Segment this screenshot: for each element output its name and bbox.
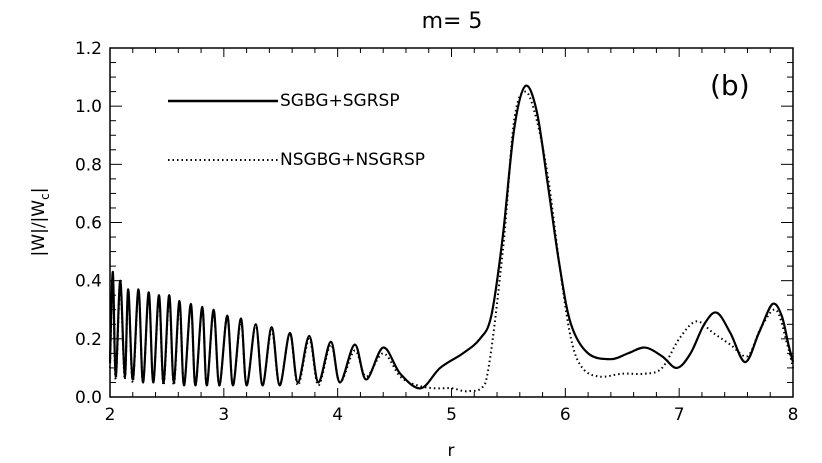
x-tick-label: 4 (332, 405, 343, 425)
y-tick-label: 1.2 (75, 39, 102, 59)
chart-title: m= 5 (422, 9, 483, 34)
x-tick-label: 5 (446, 405, 457, 425)
y-axis-label-main: |W|/|W (29, 200, 49, 257)
series-layer (108, 84, 795, 393)
legend-label-sgbg-sgrsp: SGBG+SGRSP (280, 91, 400, 111)
x-tick-label: 8 (788, 405, 799, 425)
x-tick-label: 2 (105, 405, 116, 425)
x-tick-label: 7 (674, 405, 685, 425)
x-tick-label: 3 (218, 405, 229, 425)
y-tick-label: 0.0 (75, 388, 102, 408)
y-axis-label-end: | (29, 188, 49, 194)
y-tick-label: 1.0 (75, 97, 102, 117)
y-tick-label: 0.2 (75, 330, 102, 350)
y-tick-label: 0.6 (75, 214, 102, 234)
y-tick-label: 0.8 (75, 155, 102, 175)
series-line-sgbg-sgrsp (108, 84, 795, 390)
x-tick-label: 6 (560, 405, 571, 425)
legend-label-nsgbg-nsgrsp: NSGBG+NSGRSP (280, 150, 425, 170)
y-axis-label-subscript: c (38, 193, 52, 200)
panel-label: (b) (710, 69, 750, 102)
y-tick-label: 0.4 (75, 272, 102, 292)
series-line-nsgbg-nsgrsp (109, 90, 794, 393)
y-axis-label: |W|/|Wc| (29, 188, 52, 257)
x-axis-label: r (448, 441, 455, 461)
axis-tick-labels: 2 3 4 5 6 7 8 0.0 0.2 0.4 0.6 0.8 1.0 1.2 (75, 39, 798, 425)
legend: SGBG+SGRSP NSGBG+NSGRSP (168, 91, 425, 170)
